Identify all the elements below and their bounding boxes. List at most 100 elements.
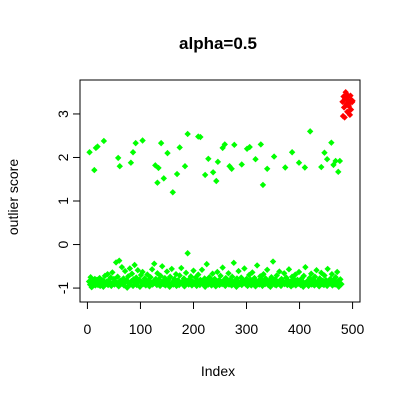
data-point-normal: [328, 139, 335, 146]
x-tick-label: 300: [235, 321, 259, 337]
data-point-normal: [114, 154, 122, 162]
data-point-normal: [270, 153, 278, 160]
data-point-normal: [249, 269, 256, 276]
data-point-normal: [131, 261, 138, 269]
data-point-normal: [276, 268, 283, 275]
data-point-normal: [209, 169, 217, 176]
data-point-normal: [308, 270, 315, 277]
data-point-normal: [336, 157, 344, 165]
series-group: [339, 88, 356, 121]
data-point-normal: [313, 267, 320, 274]
data-point-normal: [164, 149, 171, 157]
data-point-normal: [148, 266, 156, 273]
data-point-normal: [118, 263, 126, 271]
data-point-normal: [116, 162, 123, 170]
data-point-normal: [132, 139, 139, 147]
data-point-normal: [285, 266, 293, 273]
data-point-normal: [328, 270, 336, 278]
data-point-normal: [139, 137, 146, 144]
data-point-normal: [338, 280, 345, 288]
data-point-normal: [147, 273, 154, 281]
data-point-normal: [300, 272, 307, 280]
data-point-outlier: [340, 104, 348, 111]
data-point-normal: [154, 179, 161, 186]
data-point-normal: [86, 149, 93, 156]
data-point-normal: [214, 158, 222, 166]
x-tick-label: 200: [182, 321, 206, 337]
x-tick-label: 500: [341, 321, 365, 337]
data-point-normal: [253, 262, 261, 269]
data-point-normal: [176, 144, 183, 151]
data-point-normal: [217, 278, 225, 286]
data-point-normal: [101, 272, 109, 280]
data-point-normal: [157, 272, 164, 280]
data-point-normal: [205, 155, 212, 162]
data-point-normal: [209, 270, 216, 277]
data-point-normal: [155, 164, 162, 172]
data-point-normal: [280, 270, 288, 277]
data-point-normal: [318, 163, 325, 171]
data-point-normal: [311, 273, 319, 280]
data-point-normal: [263, 165, 271, 172]
data-point-normal: [163, 268, 171, 275]
data-point-normal: [197, 133, 204, 141]
data-point-normal: [127, 159, 135, 166]
y-tick-label: 2: [55, 153, 71, 161]
data-point-normal: [173, 170, 181, 178]
data-point-normal: [114, 273, 121, 280]
data-point-normal: [332, 273, 339, 281]
data-point-normal: [181, 162, 189, 170]
data-point-normal: [160, 175, 167, 182]
data-point-normal: [176, 272, 183, 279]
data-point-normal: [139, 268, 146, 276]
data-point-normal: [126, 265, 134, 272]
data-point-normal: [337, 276, 344, 283]
data-point-normal: [324, 265, 331, 273]
data-point-normal: [302, 263, 309, 271]
y-axis-label: outlier score: [5, 159, 21, 235]
data-point-normal: [257, 141, 265, 148]
data-point-normal: [182, 269, 190, 277]
x-tick-label: 400: [288, 321, 312, 337]
data-point-normal: [288, 149, 296, 156]
data-point-normal: [231, 141, 238, 149]
data-point-outlier: [341, 114, 348, 121]
data-point-normal: [235, 267, 242, 275]
data-point-normal: [201, 275, 208, 282]
data-point-normal: [100, 137, 108, 145]
y-tick-label: 1: [55, 197, 71, 205]
data-point-normal: [184, 250, 191, 257]
y-tick-label: -1: [55, 282, 71, 295]
data-point-normal: [109, 269, 116, 276]
data-point-normal: [214, 268, 221, 276]
data-point-normal: [259, 181, 267, 189]
data-point-normal: [178, 264, 185, 272]
data-point-normal: [201, 283, 209, 290]
data-point-outlier: [347, 106, 355, 113]
data-point-normal: [134, 267, 142, 274]
data-point-outlier: [349, 97, 356, 105]
data-point-normal: [233, 283, 240, 290]
x-tick-label: 0: [84, 321, 92, 337]
x-axis-label: Index: [201, 363, 235, 379]
data-point-normal: [295, 159, 303, 166]
data-point-normal: [241, 265, 248, 272]
data-point-normal: [195, 271, 202, 278]
data-point-normal: [282, 164, 289, 171]
data-point-normal: [151, 260, 158, 267]
data-point-normal: [128, 270, 136, 277]
data-point-normal: [166, 273, 174, 280]
data-point-normal: [228, 165, 235, 172]
data-point-normal: [333, 268, 341, 276]
data-point-normal: [203, 260, 210, 268]
series-group: [85, 128, 345, 291]
y-tick-label: 0: [55, 240, 71, 248]
data-point-normal: [335, 168, 342, 176]
data-point-normal: [252, 156, 259, 163]
data-point-normal: [217, 272, 224, 280]
data-point-normal: [233, 275, 241, 282]
data-point-normal: [116, 257, 123, 264]
data-point-normal: [129, 149, 137, 156]
